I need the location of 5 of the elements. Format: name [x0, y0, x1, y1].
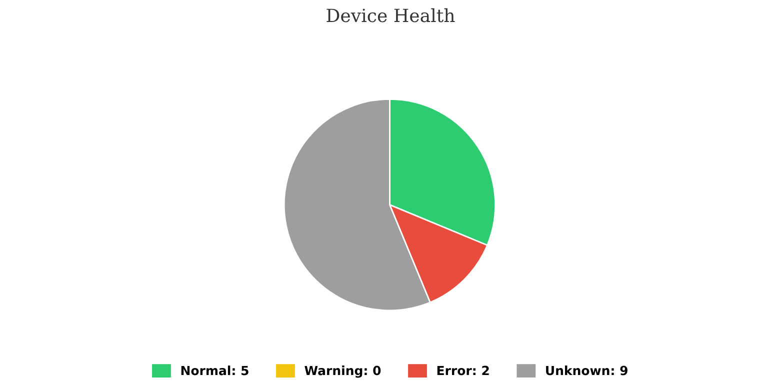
legend-label: Normal: 5 [181, 366, 248, 376]
legend-label: Warning: 0 [304, 366, 381, 378]
legend-label: Unknown: 9 [546, 366, 628, 376]
chart-title: Device Health [326, 8, 455, 22]
legend-label: Error: 2 [437, 366, 489, 376]
